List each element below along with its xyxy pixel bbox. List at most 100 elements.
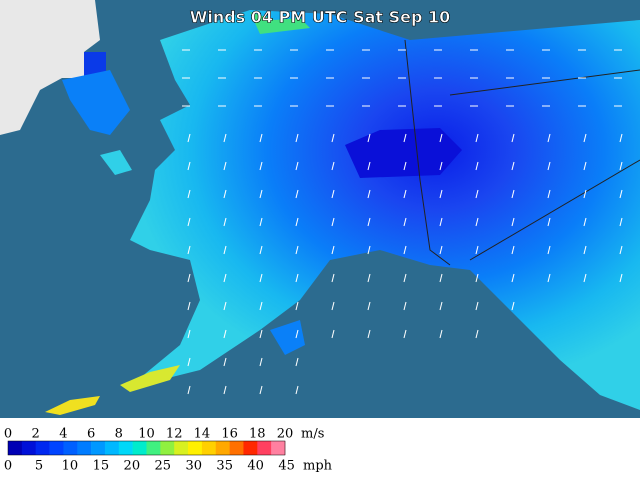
wind-arrow [187,133,191,143]
island [100,150,132,175]
ms-unit: m/s [301,427,324,442]
wind-arrows [182,49,623,395]
wind-arrow [331,217,335,227]
wind-arrow [295,133,299,143]
color-swatch [174,441,189,455]
mph-tick-label: 45 [278,459,295,474]
wind-arrow [187,329,191,339]
wind-arrow [223,245,227,255]
border-line [404,39,451,266]
wind-arrow [547,161,551,171]
ms-tick-label: 20 [277,427,294,442]
legend: 0 2 4 6 8 10 12 14 16 18 20 m/s 0 5 10 15 20 25 30 35 40 45 mp… [4,427,333,474]
wind-arrow [439,217,443,227]
color-swatch [132,441,147,455]
colorbar-frame [7,440,286,456]
ms-tick-label: 18 [249,427,266,442]
wind-arrow [439,133,443,143]
wind-arrow [331,189,335,199]
border-line [449,69,640,96]
ms-tick-label: 6 [87,427,95,442]
mph-tick-label: 10 [62,459,79,474]
wind-arrow [295,217,299,227]
wind-arrow [511,133,515,143]
wind-arrow [511,301,515,311]
wind-arrow [295,329,299,339]
ms-tick-label: 14 [194,427,211,442]
mph-tick-label: 35 [216,459,233,474]
wind-arrow [259,189,263,199]
wind-arrow [367,161,371,171]
wind-arrow [403,133,407,143]
ms-tick-label: 10 [138,427,155,442]
mph-tick-label: 30 [185,459,202,474]
wind-arrow [187,217,191,227]
wind-arrow [619,133,623,143]
wind-arrow [187,273,191,283]
wind-arrow [511,217,515,227]
wind-arrow [295,245,299,255]
wind-arrow [295,357,299,367]
wind-arrow [475,245,479,255]
wind-arrow [259,133,263,143]
wind-arrow [439,273,443,283]
color-swatch [8,441,23,455]
wind-arrow [295,301,299,311]
wind-arrow [223,385,227,395]
wind-arrow [403,217,407,227]
wind-arrow [223,329,227,339]
wind-patch [84,52,106,78]
wind-arrow [223,133,227,143]
wind-arrow [367,189,371,199]
color-swatch [201,441,217,455]
wind-arrow [223,189,227,199]
color-swatch [49,441,64,455]
wind-arrow [187,245,191,255]
wind-arrow [259,273,263,283]
wind-arrow [403,329,407,339]
color-swatch [77,441,92,455]
wind-arrow [403,161,407,171]
wind-arrow [331,245,335,255]
russia-land [0,0,100,135]
wind-arrow [223,273,227,283]
mph-tick-label: 20 [124,459,141,474]
wind-arrow [223,161,227,171]
color-swatch [257,441,272,455]
wind-arrow [295,273,299,283]
wind-arrow [583,273,587,283]
wind-arrow [187,385,191,395]
mph-tick-label: 25 [155,459,172,474]
wind-arrow [223,357,227,367]
wind-arrow [331,133,335,143]
wind-core [345,128,462,178]
wind-arrow [511,189,515,199]
wind-arrow [223,217,227,227]
wind-arrow [583,245,587,255]
wind-arrow [295,189,299,199]
wind-arrow [547,273,551,283]
color-swatch [118,441,133,455]
color-swatch [271,441,286,455]
wind-arrow [619,217,623,227]
wind-arrow [475,189,479,199]
wind-arrow [475,217,479,227]
mph-unit: mph [303,459,333,474]
wind-arrow [475,329,479,339]
wind-arrow [475,133,479,143]
wind-arrow [475,161,479,171]
ms-tick-label: 2 [32,427,40,442]
wind-arrow [403,189,407,199]
wind-arrow [439,161,443,171]
wind-arrow [547,189,551,199]
wind-arrow [187,357,191,367]
color-swatch [91,441,106,455]
wind-arrow [331,273,335,283]
wind-arrow [511,161,515,171]
wind-arrow [223,301,227,311]
chukotka-land [62,70,130,135]
mph-tick-label: 5 [35,459,43,474]
wind-arrow [403,301,407,311]
wind-arrow [259,301,263,311]
wind-arrow [259,329,263,339]
